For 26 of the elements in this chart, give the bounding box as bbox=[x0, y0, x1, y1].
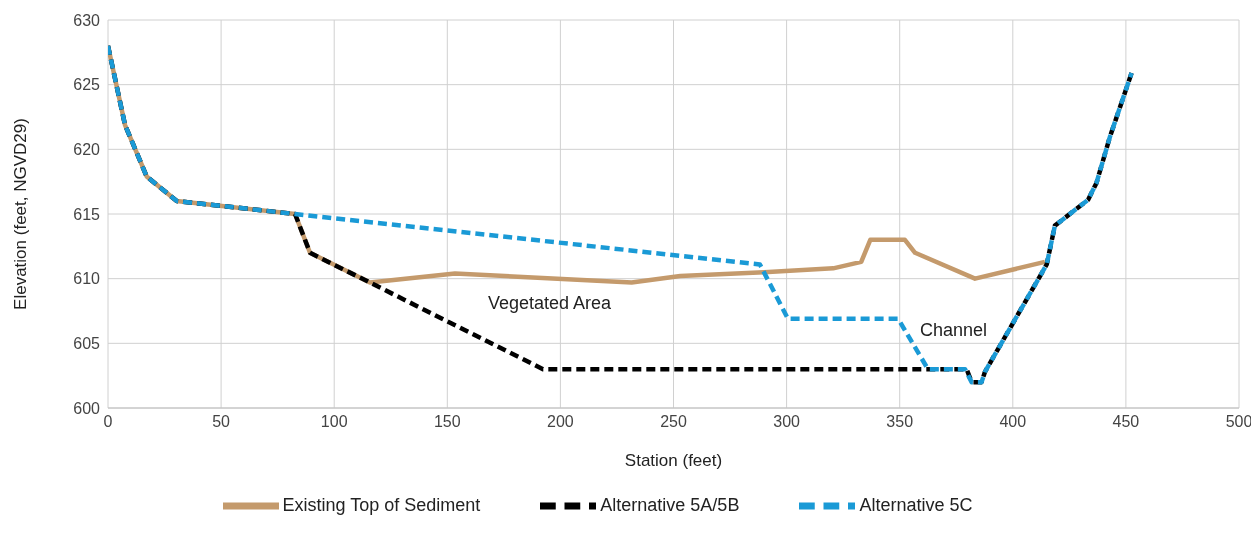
x-tick-label: 450 bbox=[1112, 413, 1140, 431]
y-tick-label: 630 bbox=[73, 11, 101, 29]
x-tick-label: 300 bbox=[773, 413, 801, 431]
y-axis-title: Elevation (feet, NGVD29) bbox=[11, 118, 31, 310]
legend-label: Existing Top of Sediment bbox=[282, 494, 481, 515]
x-tick-label: 200 bbox=[547, 413, 574, 431]
x-tick-label: 250 bbox=[660, 413, 687, 431]
y-tick-label: 600 bbox=[73, 399, 101, 417]
x-tick-label: 350 bbox=[886, 413, 914, 431]
y-tick-label: 605 bbox=[73, 335, 101, 353]
x-tick-label: 100 bbox=[320, 413, 348, 431]
y-tick-label: 625 bbox=[73, 76, 101, 94]
line-series bbox=[108, 43, 1134, 385]
x-tick-label: 50 bbox=[212, 413, 231, 431]
y-tick-label: 610 bbox=[73, 270, 101, 288]
x-axis-title: Station (feet) bbox=[624, 451, 723, 470]
x-tick-label: 150 bbox=[433, 413, 461, 431]
legend-label: Alternative 5C bbox=[859, 494, 973, 515]
legend-label: Alternative 5A/5B bbox=[600, 494, 740, 515]
x-tick-label: 400 bbox=[999, 413, 1027, 431]
annotation: Vegetated Area bbox=[488, 293, 612, 314]
x-tick-label: 500 bbox=[1225, 413, 1253, 431]
y-tick-label: 620 bbox=[73, 141, 101, 159]
annotation: Channel bbox=[920, 320, 988, 341]
x-tick-label: 0 bbox=[103, 413, 113, 431]
y-tick-label: 615 bbox=[73, 205, 101, 223]
